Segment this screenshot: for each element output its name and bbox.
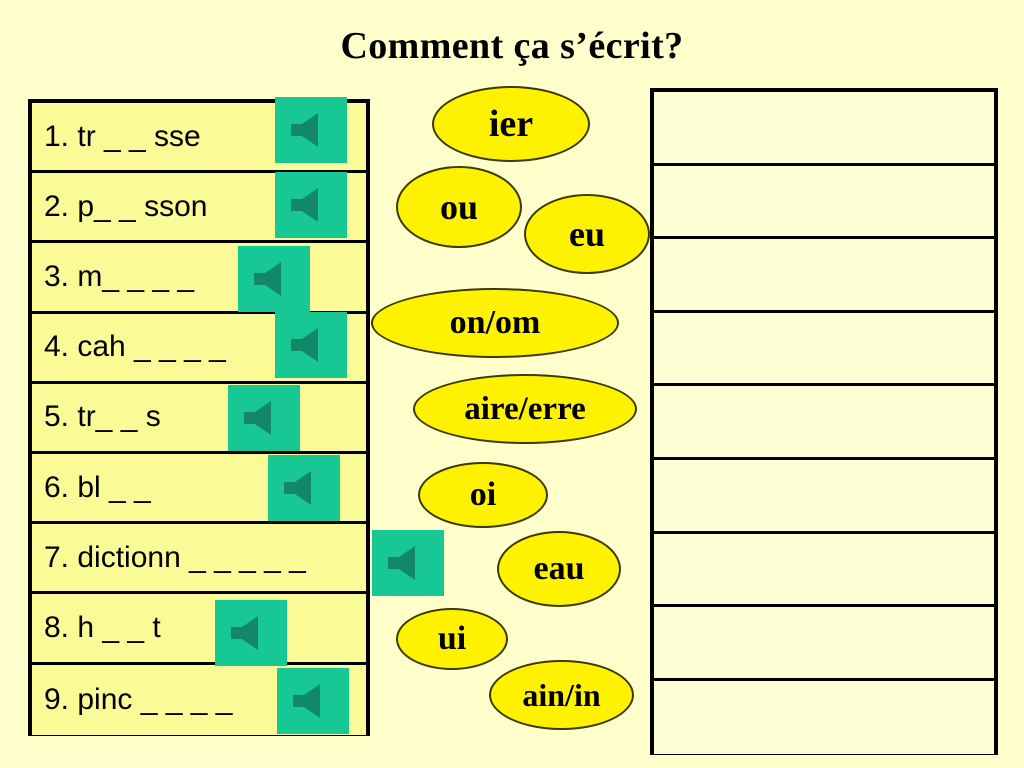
exercise-row: 8. h _ _ t — [32, 594, 366, 665]
answer-row[interactable] — [654, 239, 994, 313]
speaker-icon[interactable] — [372, 530, 444, 596]
sound-bubble[interactable]: ain/in — [489, 660, 634, 730]
sound-bubble[interactable]: eau — [497, 531, 621, 607]
sound-bubble[interactable]: ou — [396, 166, 522, 248]
exercise-row-label: 1. tr _ _ sse — [44, 119, 201, 153]
sound-bubble[interactable]: aire/erre — [413, 374, 637, 444]
answer-row[interactable] — [654, 386, 994, 460]
speaker-icon[interactable] — [275, 172, 347, 238]
exercise-row-label: 9. pinc _ _ _ _ — [44, 682, 233, 716]
exercise-row: 5. tr_ _ s — [32, 383, 366, 454]
speaker-icon[interactable] — [275, 97, 347, 163]
sound-bubble[interactable]: ier — [432, 86, 590, 162]
answer-row[interactable] — [654, 607, 994, 681]
sound-bubble[interactable]: ui — [396, 608, 508, 670]
sound-bubble[interactable]: eu — [524, 194, 650, 274]
speaker-icon[interactable] — [275, 312, 347, 378]
exercise-row-label: 7. dictionn _ _ _ _ _ — [44, 540, 306, 574]
speaker-icon[interactable] — [238, 246, 310, 312]
answer-row[interactable] — [654, 312, 994, 387]
exercise-row-label: 6. bl _ _ — [44, 470, 151, 504]
exercise-row-label: 4. cah _ _ _ _ — [44, 330, 226, 364]
exercise-row: 7. dictionn _ _ _ _ _ — [32, 524, 366, 595]
speaker-icon[interactable] — [268, 455, 340, 521]
exercise-row-label: 5. tr_ _ s — [44, 400, 161, 434]
exercise-row-label: 3. m_ _ _ _ — [44, 259, 195, 293]
answer-row[interactable] — [654, 92, 994, 166]
answer-row[interactable] — [654, 165, 994, 240]
exercise-row-label: 8. h _ _ t — [44, 610, 161, 644]
exercise-row: 3. m_ _ _ _ — [32, 243, 366, 314]
answer-row[interactable] — [654, 680, 994, 755]
speaker-icon[interactable] — [215, 600, 287, 666]
speaker-icon[interactable] — [228, 385, 300, 451]
sound-bubble[interactable]: on/om — [371, 288, 619, 358]
exercise-row-label: 2. p_ _ sson — [44, 189, 208, 223]
page-title: Comment ça s’écrit? — [340, 25, 684, 67]
sound-bubble[interactable]: oi — [418, 462, 548, 528]
answer-table — [650, 88, 998, 755]
speaker-icon[interactable] — [277, 668, 349, 734]
answer-row[interactable] — [654, 533, 994, 608]
answer-row[interactable] — [654, 459, 994, 534]
